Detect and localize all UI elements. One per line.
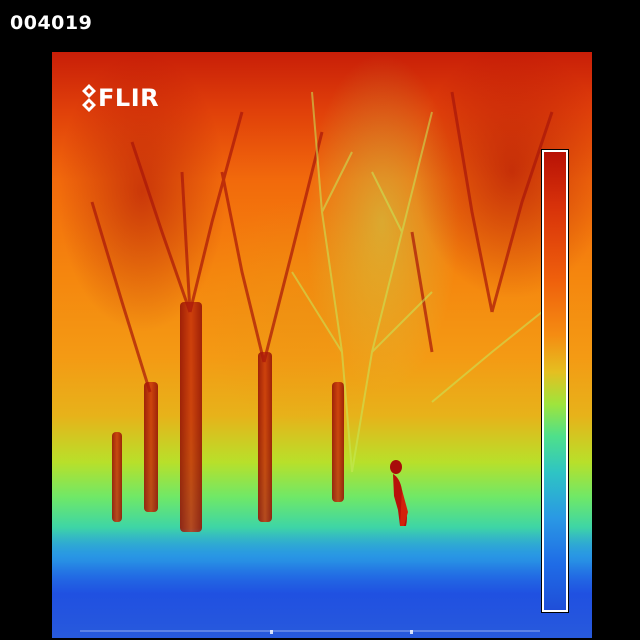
tree-trunk — [332, 382, 344, 502]
frame-number: 004019 — [10, 12, 93, 34]
cold-ground — [52, 528, 592, 638]
temperature-scale-bar — [541, 149, 569, 613]
flir-logo-text: FLIR — [98, 84, 160, 112]
tree-branches — [90, 91, 554, 473]
tree-trunk — [180, 302, 202, 532]
thermal-camera-view: FLIR — [52, 52, 592, 638]
flir-diamond-logo-icon — [82, 84, 96, 112]
tree-trunk — [112, 432, 122, 522]
bottom-tick-marks — [80, 630, 540, 634]
flir-logo: FLIR — [82, 83, 159, 113]
person-heat-signature — [390, 460, 408, 526]
tree-trunk — [144, 382, 158, 512]
tree-trunk — [258, 352, 272, 522]
